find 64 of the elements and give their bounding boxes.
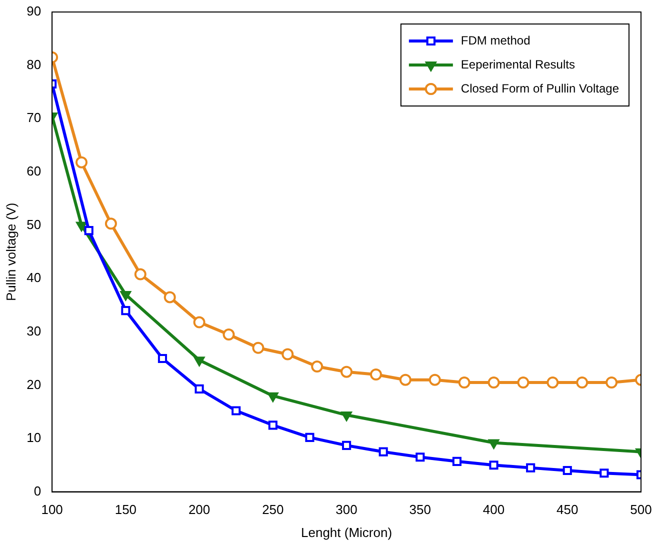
- x-tick-label: 450: [556, 502, 578, 518]
- y-tick-label: 80: [26, 56, 42, 72]
- point: [84, 226, 94, 236]
- y-tick-label: 10: [26, 430, 42, 446]
- y-tick-label: 90: [26, 4, 42, 19]
- point: [458, 376, 470, 389]
- legend-label: FDM method: [460, 33, 530, 48]
- point: [282, 348, 294, 360]
- y-tick-label: 60: [26, 164, 42, 179]
- point: [194, 356, 205, 366]
- y-tick-label: 40: [26, 270, 42, 286]
- y-axis-title: Pullin voltage (V): [3, 202, 18, 302]
- point: [526, 463, 536, 472]
- legend-label: Eeperimental Results: [460, 57, 575, 72]
- x-tick-label: 150: [114, 502, 137, 518]
- point: [576, 376, 588, 389]
- point: [340, 366, 353, 378]
- y-tick-label: 30: [26, 323, 42, 338]
- point: [606, 376, 618, 389]
- point: [268, 392, 278, 402]
- point: [416, 452, 425, 462]
- point: [194, 384, 204, 394]
- point: [488, 439, 500, 449]
- point: [268, 420, 278, 430]
- point: [252, 342, 264, 354]
- point: [342, 440, 352, 450]
- x-tick-label: 500: [630, 502, 652, 518]
- x-tick-label: 200: [188, 502, 210, 518]
- point: [76, 222, 87, 232]
- point: [370, 368, 382, 381]
- point: [164, 291, 176, 304]
- point: [600, 468, 609, 478]
- point: [158, 354, 168, 364]
- point: [517, 376, 530, 389]
- x-axis-title: Lenght (Micron): [301, 524, 392, 540]
- point: [134, 268, 146, 280]
- point: [193, 316, 206, 328]
- y-tick-label: 0: [34, 483, 42, 498]
- x-tick-label: 350: [409, 502, 431, 518]
- legend-label: Closed Form of Pullin Voltage: [460, 81, 620, 96]
- point: [378, 447, 388, 456]
- x-tick-label: 250: [262, 502, 284, 518]
- point: [121, 306, 130, 316]
- y-tick-label: 70: [26, 110, 42, 126]
- point: [305, 432, 314, 442]
- x-tick-label: 400: [482, 502, 505, 518]
- point: [562, 466, 572, 476]
- y-tick-label: 20: [26, 376, 42, 392]
- point: [488, 376, 500, 389]
- y-tick-label: 50: [26, 216, 42, 232]
- point: [452, 456, 462, 466]
- point: [222, 328, 235, 341]
- point: [399, 374, 412, 386]
- point: [489, 460, 498, 470]
- point: [546, 376, 559, 389]
- point: [311, 360, 324, 373]
- point: [232, 406, 241, 416]
- point: [104, 218, 117, 230]
- x-tick-label: 300: [336, 502, 358, 518]
- point: [341, 412, 352, 422]
- x-tick-label: 100: [41, 502, 63, 518]
- point: [428, 374, 441, 386]
- point: [76, 156, 88, 168]
- point: [120, 291, 132, 301]
